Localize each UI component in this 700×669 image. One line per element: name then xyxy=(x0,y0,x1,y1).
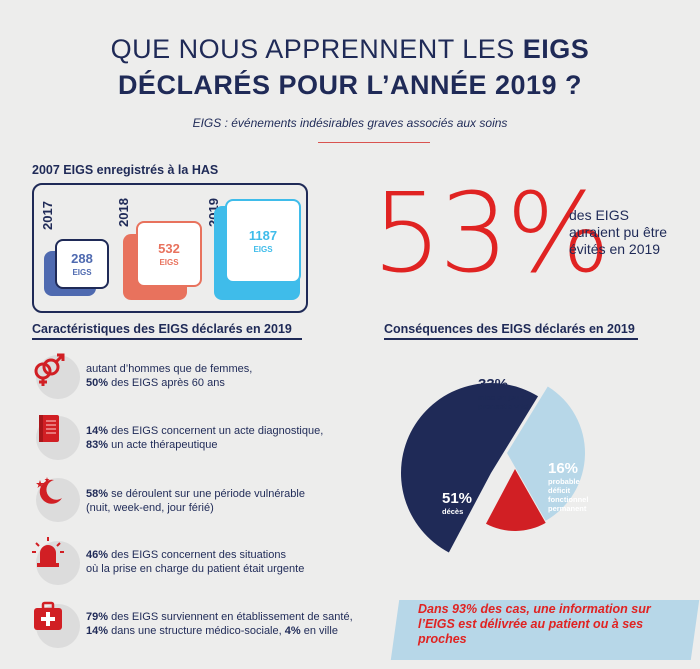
feature-item-3: 58% se déroulent sur une période vulnéra… xyxy=(86,488,305,514)
page-title-line2: DÉCLARÉS POUR L’ANNÉE 2019 ? xyxy=(117,70,583,100)
feature-item-5: 79% des EIGS surviennent en établissemen… xyxy=(86,611,353,637)
bar-2018: 532 EIGS xyxy=(136,221,202,287)
feature-item-2: 14% des EIGS concernent un acte diagnost… xyxy=(86,425,324,451)
pie-slice-pronostic xyxy=(507,386,585,521)
bar-unit-2018: EIGS xyxy=(159,258,179,267)
pie-label-51: 51% décès xyxy=(442,490,473,516)
characteristics-heading: Caractéristiques des EIGS déclarés en 20… xyxy=(32,322,292,336)
gender-icon xyxy=(34,353,65,386)
bars-frame xyxy=(32,183,308,313)
stat-53-percent: 53% xyxy=(372,169,610,297)
bar-unit-2019: EIGS xyxy=(253,245,273,254)
callout-text: Dans 93% des cas, une information sur l’… xyxy=(418,602,651,646)
year-label-2017: 2017 xyxy=(40,201,55,230)
bar-value-2017: 288 xyxy=(71,251,93,266)
bar-2017: 288 EIGS xyxy=(55,239,109,289)
pie-label-33: 33% mise en jeu du pronostic vital xyxy=(478,376,531,411)
moon-icon xyxy=(36,477,62,504)
title-divider xyxy=(318,142,430,143)
pie-slice-deces xyxy=(401,383,539,553)
stat-53-text: des EIGS auraient pu être évités en 2019 xyxy=(569,207,668,257)
registered-heading: 2007 EIGS enregistrés à la HAS xyxy=(32,163,219,177)
feature-item-4: 46% des EIGS concernent des situations o… xyxy=(86,549,305,575)
bar-value-2018: 532 xyxy=(158,241,180,256)
consequences-heading: Conséquences des EIGS déclarés en 2019 xyxy=(384,322,635,336)
bar-unit-2017: EIGS xyxy=(72,268,92,277)
characteristics-underline xyxy=(32,338,302,340)
consequences-underline xyxy=(384,338,638,340)
siren-icon xyxy=(32,537,64,567)
page-title-line1: QUE NOUS APPRENNENT LES EIGS xyxy=(110,34,590,64)
pie-label-16: 16% probable déficit fonctionnel permane… xyxy=(548,460,589,513)
feature-item-1: autant d’hommes que de femmes, 50% des E… xyxy=(86,363,253,389)
book-icon xyxy=(39,415,59,442)
bar-value-2019: 1187 xyxy=(248,228,278,243)
bar-2019: 1187 EIGS xyxy=(225,199,301,283)
pie-slice-deficit xyxy=(485,469,546,531)
year-label-2018: 2018 xyxy=(116,198,131,227)
page-subtitle: EIGS : événements indésirables graves as… xyxy=(192,116,508,130)
medkit-icon xyxy=(34,601,62,630)
pie-chart xyxy=(401,383,585,553)
